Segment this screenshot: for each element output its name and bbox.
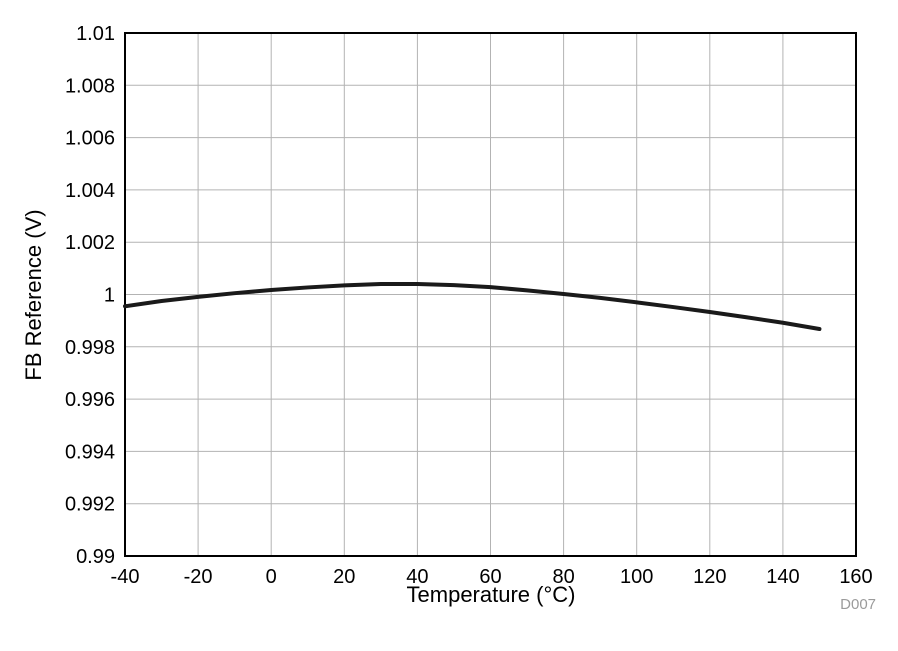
y-axis-label: FB Reference (V) — [21, 209, 46, 381]
svg-text:40: 40 — [406, 566, 428, 588]
svg-text:-20: -20 — [184, 566, 213, 588]
svg-text:-40: -40 — [111, 566, 140, 588]
svg-text:100: 100 — [620, 566, 653, 588]
plot-frame — [124, 32, 857, 557]
svg-text:160: 160 — [839, 566, 872, 588]
data-series-line — [123, 282, 822, 332]
svg-text:0: 0 — [266, 566, 277, 588]
svg-text:20: 20 — [333, 566, 355, 588]
svg-text:1.006: 1.006 — [65, 128, 115, 150]
svg-text:140: 140 — [766, 566, 799, 588]
figure-id-watermark: D007 — [840, 596, 876, 613]
svg-text:0.996: 0.996 — [65, 389, 115, 411]
x-axis-label: Temperature (°C) — [406, 582, 576, 607]
svg-text:80: 80 — [552, 566, 574, 588]
svg-text:1: 1 — [104, 285, 115, 307]
svg-text:120: 120 — [693, 566, 726, 588]
svg-text:0.994: 0.994 — [65, 441, 115, 463]
svg-text:1.008: 1.008 — [65, 75, 115, 97]
svg-text:60: 60 — [479, 566, 501, 588]
svg-text:1.004: 1.004 — [65, 180, 115, 202]
svg-text:0.99: 0.99 — [76, 546, 115, 568]
svg-text:0.992: 0.992 — [65, 494, 115, 516]
svg-text:1.01: 1.01 — [76, 23, 115, 45]
x-tick-labels: -40 -20 0 20 40 60 80 100 120 140 160 — [111, 566, 873, 588]
y-tick-labels: 0.99 0.992 0.994 0.996 0.998 1 1.002 1.004 1.006… — [65, 23, 115, 568]
svg-text:1.002: 1.002 — [65, 232, 115, 254]
svg-text:0.998: 0.998 — [65, 337, 115, 359]
